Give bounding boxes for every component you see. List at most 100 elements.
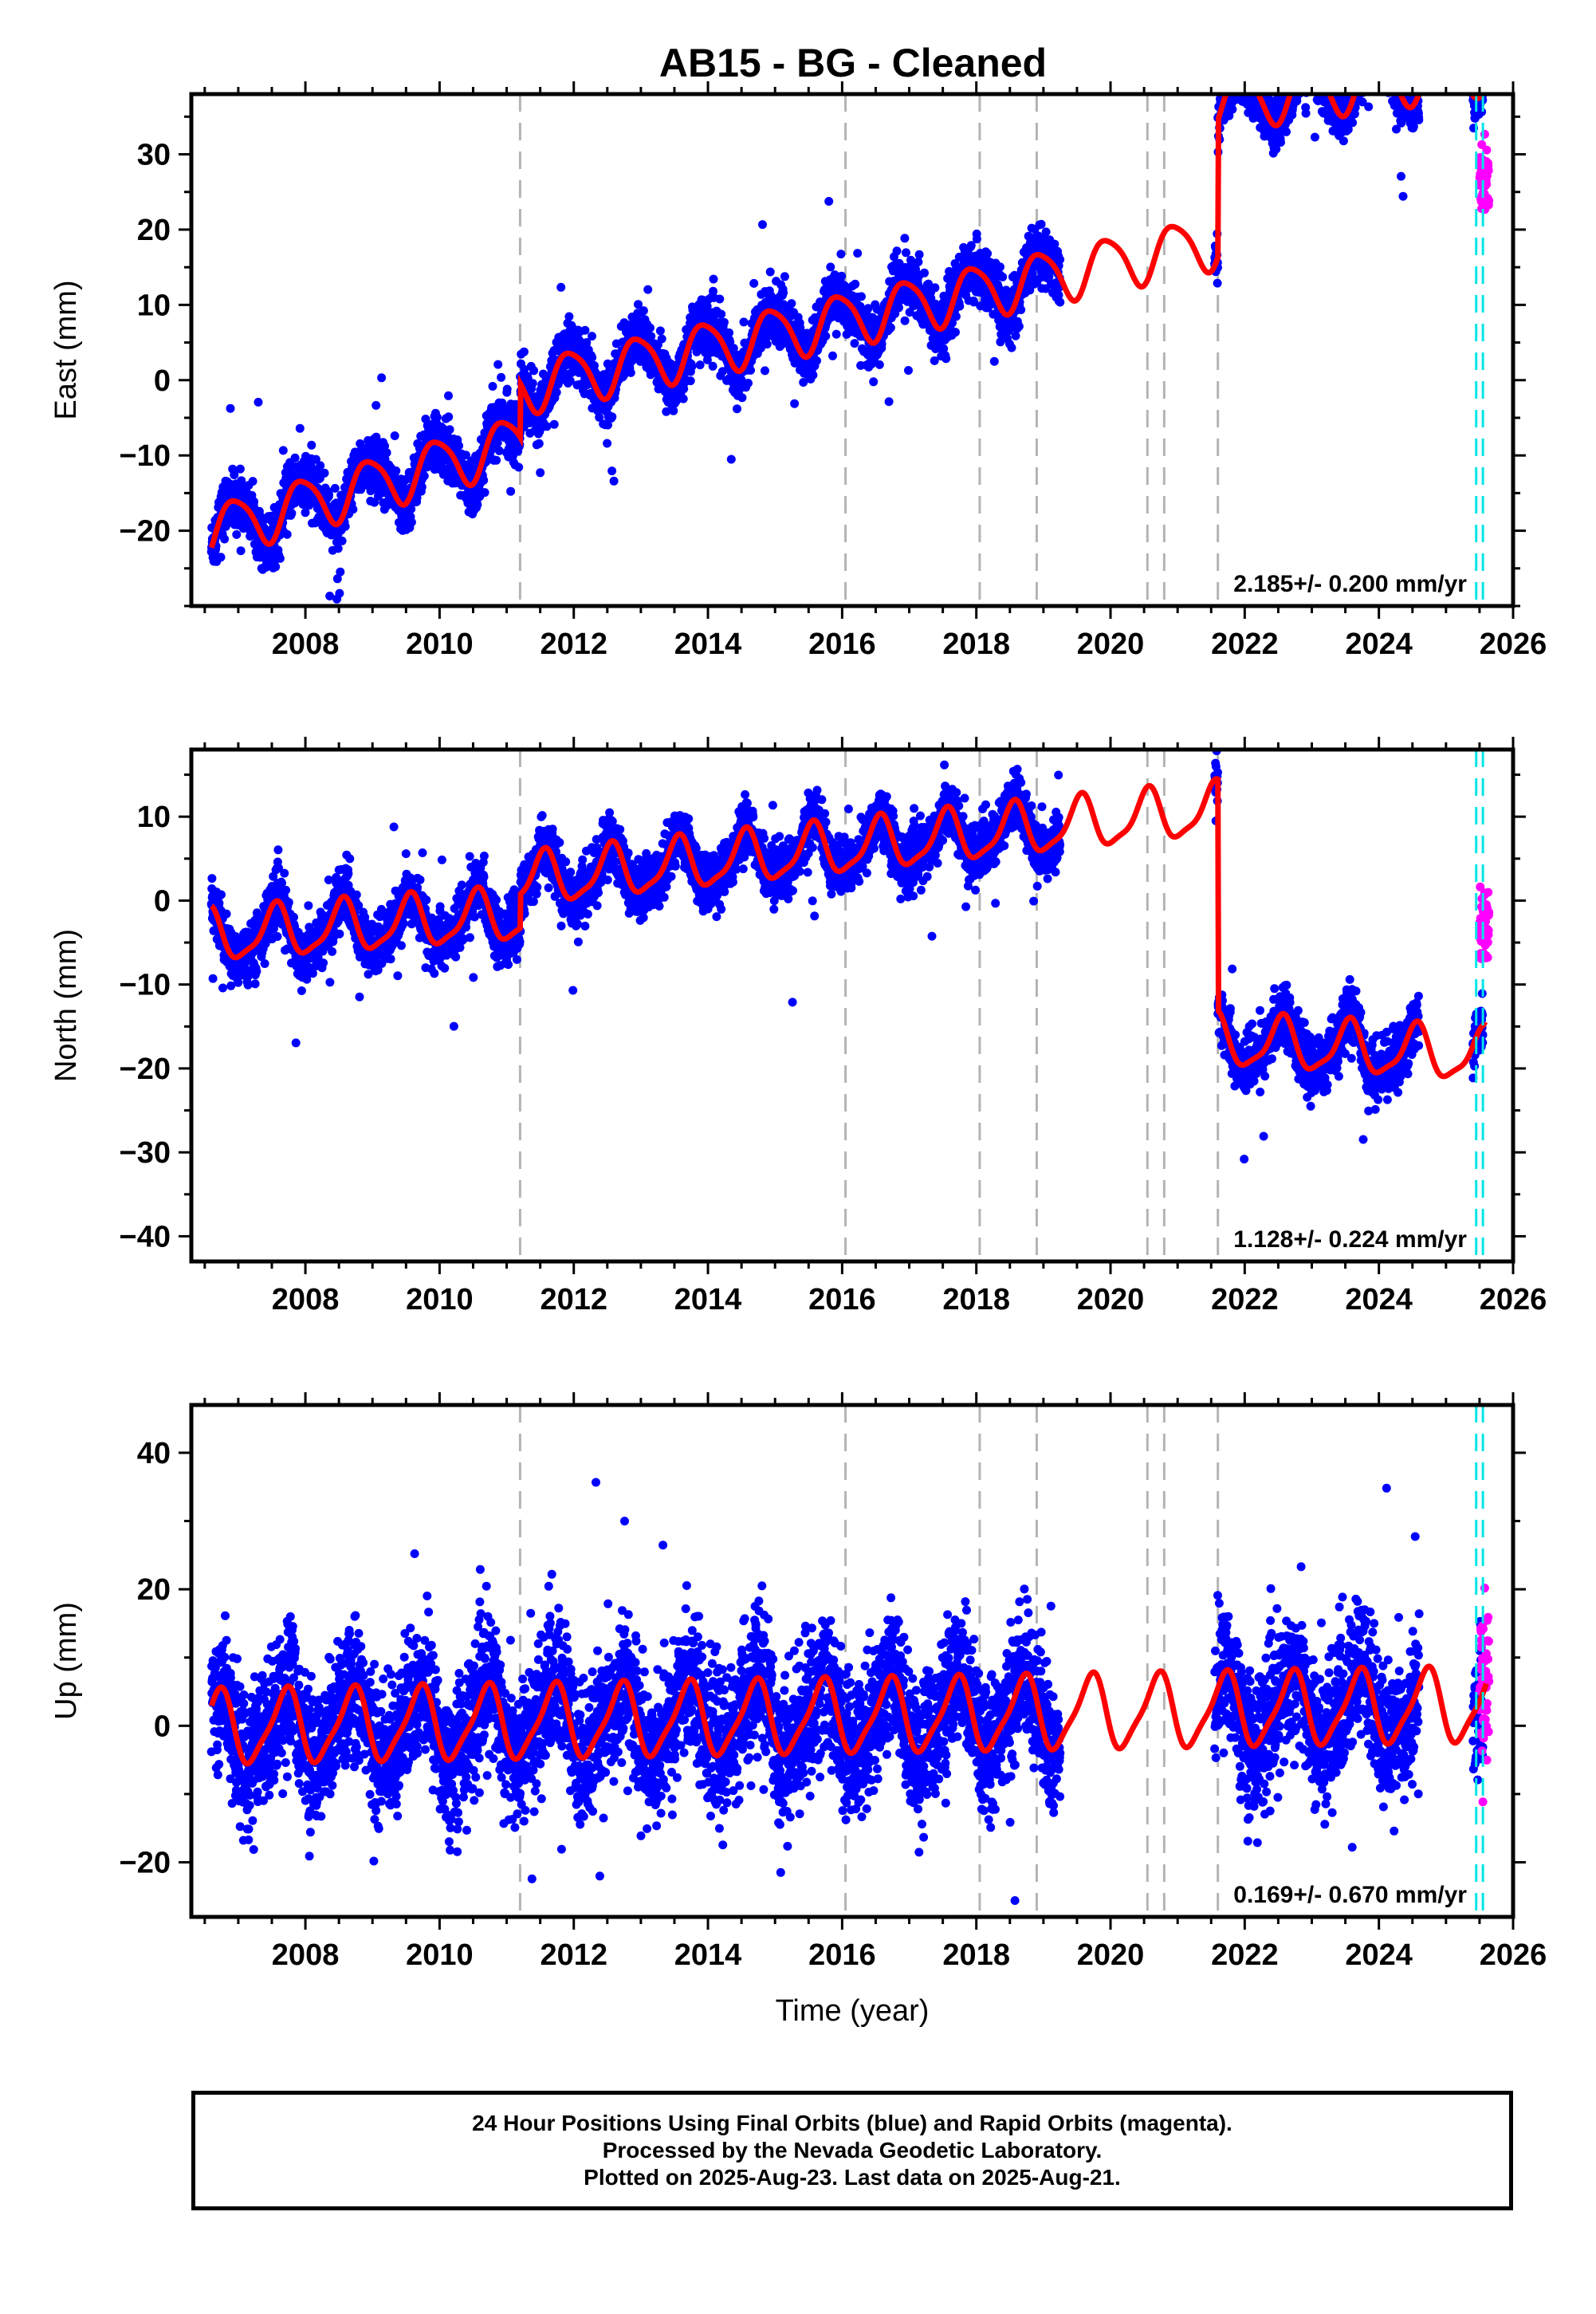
panels-group: 2008 2010 2012 2014 2016 2018 2020 2022 2024 2026… (49, 45, 1547, 2028)
final-orbit-point (1255, 83, 1264, 92)
final-orbit-point (746, 365, 755, 375)
final-orbit-point (1226, 72, 1235, 81)
final-orbit-point (914, 250, 924, 259)
final-orbit-point (1249, 84, 1258, 92)
final-orbit-point (790, 399, 800, 408)
final-orbit-point (320, 468, 329, 478)
final-orbit-point (1244, 73, 1252, 81)
final-orbit-point (278, 446, 288, 455)
final-orbit-point (779, 288, 788, 297)
final-orbit-point (941, 354, 951, 364)
final-orbit-point (1253, 84, 1262, 92)
final-orbit-point (875, 360, 884, 369)
final-orbit-point (1232, 72, 1241, 81)
final-orbit-point (1239, 51, 1248, 60)
final-orbit-point (1241, 64, 1250, 73)
final-orbit-point (1253, 81, 1262, 90)
final-orbit-point (643, 285, 653, 294)
final-orbit-point (473, 500, 482, 510)
final-orbit-point (739, 317, 749, 327)
final-orbit-point (445, 425, 454, 435)
final-orbit-point (850, 339, 859, 348)
final-orbit-point (1240, 53, 1248, 62)
final-orbit-point (549, 419, 559, 429)
final-orbit-point (1221, 83, 1229, 92)
final-orbit-point (609, 476, 619, 486)
final-orbit-point (488, 382, 497, 391)
final-orbit-point (1234, 70, 1243, 79)
final-orbit-point (1248, 84, 1257, 92)
final-orbit-point (236, 546, 246, 556)
final-orbit-point (232, 529, 242, 539)
final-orbit-point (493, 438, 502, 447)
final-orbit-point (407, 518, 416, 527)
final-orbit-point (787, 299, 796, 309)
final-orbit-point (1252, 50, 1260, 59)
final-orbit-point (356, 485, 366, 494)
final-orbit-point (762, 340, 772, 349)
final-orbit-point (1258, 80, 1267, 89)
final-orbit-point (1232, 66, 1240, 75)
final-orbit-point (1247, 54, 1256, 63)
final-orbit-point (1227, 81, 1236, 89)
final-orbit-point (1228, 72, 1236, 81)
final-orbit-point (1221, 74, 1230, 83)
final-orbit-point (421, 415, 430, 423)
final-orbit-point (330, 483, 340, 493)
final-orbit-point (1253, 69, 1262, 78)
final-orbit-point (678, 394, 688, 403)
final-orbit-point (828, 351, 837, 360)
final-orbit-point (1230, 62, 1239, 71)
final-orbit-point (506, 486, 516, 496)
final-orbit-point (226, 403, 235, 413)
final-orbit-point (1242, 65, 1251, 73)
final-orbit-point (1241, 52, 1250, 61)
panel-east: 2008 2010 2012 2014 2016 2018 2020 2022 2024 2026… (49, 45, 1547, 661)
final-orbit-point (1220, 85, 1228, 93)
final-orbit-point (564, 312, 574, 321)
final-orbit-point (657, 334, 666, 344)
final-orbit-point (1242, 55, 1251, 64)
final-orbit-point (1234, 65, 1243, 74)
final-orbit-point (1250, 83, 1259, 92)
chart-title: AB15 - BG - Cleaned (659, 41, 1047, 85)
final-orbit-point (1036, 219, 1046, 229)
final-orbit-point (235, 464, 245, 474)
final-orbit-point (301, 508, 310, 518)
final-orbit-point (1233, 49, 1242, 58)
final-orbit-point (1235, 84, 1244, 92)
final-orbit-point (1227, 50, 1236, 59)
final-orbit-point (1231, 76, 1240, 85)
final-orbit-point (951, 328, 960, 337)
final-orbit-point (552, 388, 561, 397)
final-orbit-point (1240, 61, 1248, 69)
final-orbit-point (831, 329, 841, 339)
final-orbit-point (480, 488, 489, 498)
final-orbit-point (821, 332, 831, 340)
final-orbit-point (1257, 78, 1266, 87)
final-orbit-point (1236, 83, 1244, 92)
final-orbit-point (646, 323, 655, 333)
final-orbit-point (1232, 54, 1240, 63)
final-orbit-point (1235, 60, 1244, 69)
final-orbit-point (254, 612, 262, 621)
final-orbit-point (892, 246, 902, 256)
final-orbit-point (1223, 53, 1232, 62)
final-orbit-point (275, 553, 285, 563)
final-orbit-point (1260, 78, 1268, 87)
final-orbit-point (324, 490, 333, 499)
final-orbit-point (1232, 84, 1241, 92)
final-orbit-point (461, 451, 470, 460)
final-orbit-point (1225, 75, 1234, 84)
final-orbit-point (1241, 57, 1250, 66)
final-orbit-point (492, 455, 501, 465)
final-orbit-point (1231, 85, 1240, 93)
final-orbit-point (1232, 45, 1241, 53)
final-orbit-point (1242, 61, 1251, 69)
final-orbit-point (902, 248, 910, 258)
final-orbit-point (1217, 81, 1226, 90)
final-orbit-point (758, 220, 767, 230)
final-orbit-point (1242, 75, 1251, 84)
final-orbit-point (686, 376, 695, 386)
